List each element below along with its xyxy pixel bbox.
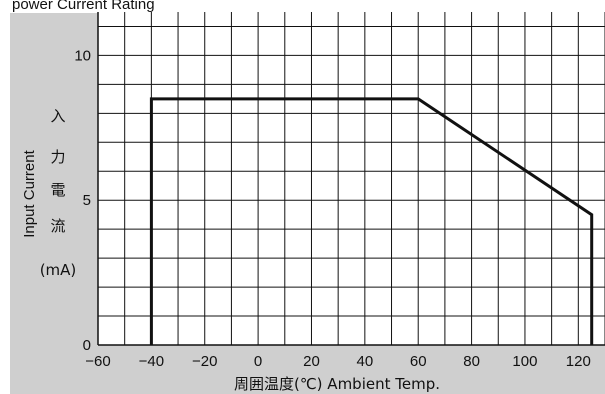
header-text: power Current Rating [12, 0, 155, 13]
y-axis-label-jp-char: 電 [50, 181, 65, 199]
x-tick-label: 40 [356, 353, 373, 370]
y-tick-label: 10 [74, 47, 91, 64]
x-tick-label: −40 [139, 353, 164, 370]
series-line-1 [149, 97, 594, 345]
y-axis-unit: (mA) [40, 261, 77, 279]
y-axis-label: Input Current [21, 149, 38, 237]
x-tick-label: 100 [512, 353, 537, 370]
y-axis-label-jp-char: 流 [50, 217, 65, 235]
header-strip [0, 0, 605, 13]
x-tick-label: 0 [254, 353, 262, 370]
y-axis-label-jp-char: 力 [50, 148, 65, 166]
x-tick-label: −20 [192, 353, 217, 370]
x-axis-label: 周囲温度(℃) Ambient Temp. [234, 375, 440, 393]
x-tick-label: 60 [410, 353, 427, 370]
y-axis-label-jp-char: 入 [50, 107, 65, 125]
plot-background [98, 12, 605, 345]
x-tick-label: 120 [566, 353, 591, 370]
x-tick-label: 80 [463, 353, 480, 370]
x-tick-label: 20 [303, 353, 320, 370]
y-tick-label: 5 [83, 192, 91, 209]
x-tick-label: −60 [85, 353, 110, 370]
plot-area [97, 12, 605, 346]
y-tick-label: 0 [83, 337, 91, 354]
